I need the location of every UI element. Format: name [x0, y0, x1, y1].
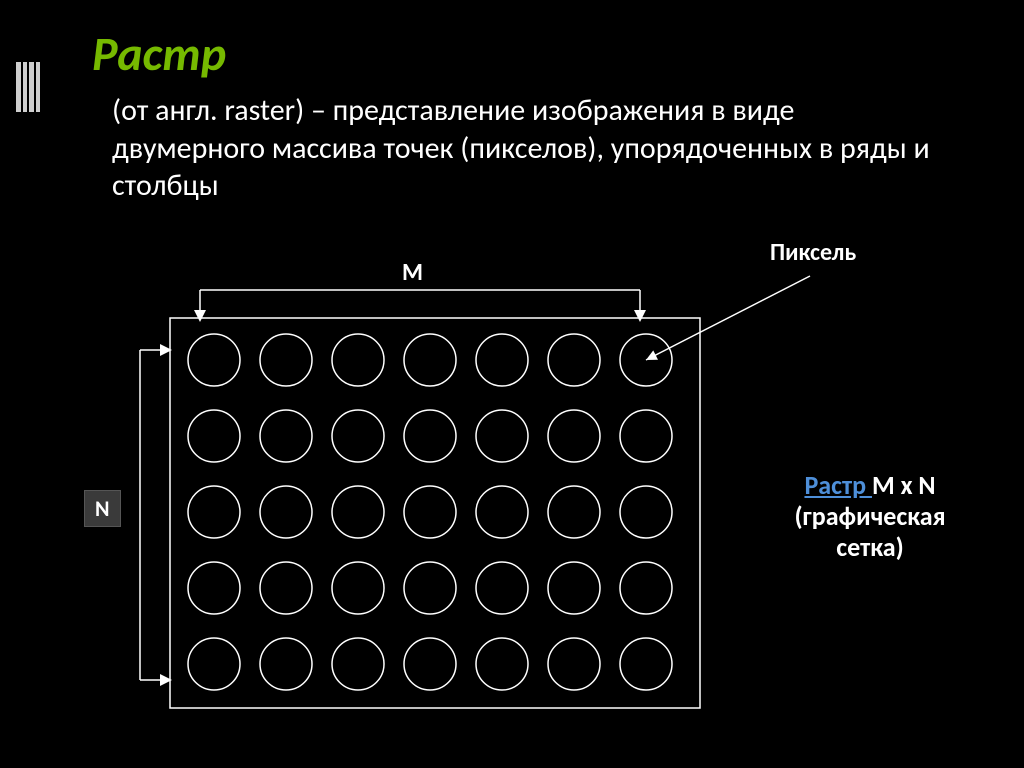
slide: Растр (от англ. raster) – представление …: [0, 0, 1024, 768]
raster-diagram: [0, 0, 1024, 768]
